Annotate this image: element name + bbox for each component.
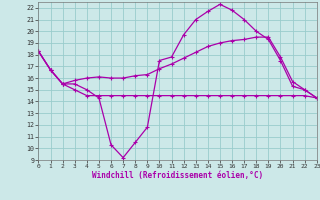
- X-axis label: Windchill (Refroidissement éolien,°C): Windchill (Refroidissement éolien,°C): [92, 171, 263, 180]
